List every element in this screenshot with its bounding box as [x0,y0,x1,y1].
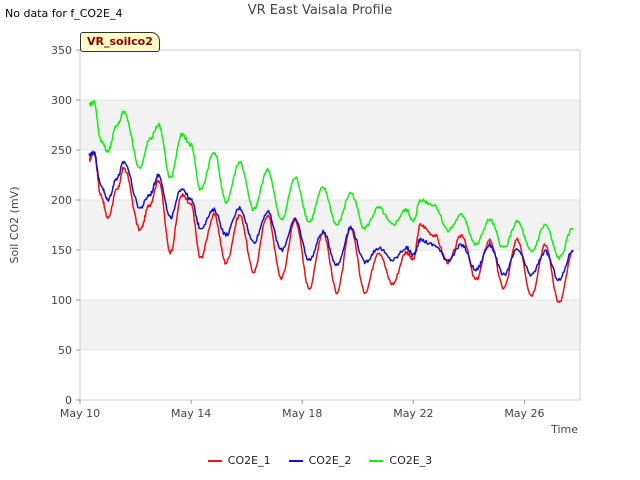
x-tick-label: May 10 [60,407,100,420]
y-tick-label: 250 [51,144,72,157]
x-axis-ticks: May 10 May 14 May 18 May 22 May 26 [60,400,545,420]
series-lines [88,99,574,304]
plot-frame [79,49,581,401]
legend-swatch [207,459,222,462]
chart-title: VR East Vaisala Profile [247,3,393,18]
y-tick-label: 200 [51,194,72,207]
y-tick-label: 150 [51,244,72,257]
y-axis-ticks: 0 50 100 150 200 250 300 350 [51,44,80,407]
y-tick-label: 350 [51,44,72,57]
series-line-co2e-3 [88,99,574,261]
series-line-co2e-2 [88,151,574,282]
legend-label: CO2E_3 [389,454,433,467]
site-badge: VR_soilco2 [80,32,160,52]
x-tick-label: May 22 [393,407,433,420]
series-line-co2e-1 [88,150,574,304]
no-data-note: No data for f_CO2E_4 [5,7,123,20]
legend-swatch [288,459,303,462]
plot-band [80,100,580,150]
legend: CO2E_1 CO2E_2 CO2E_3 [0,454,640,467]
legend-label: CO2E_2 [308,454,352,467]
y-tick-label: 0 [65,394,72,407]
x-axis-label: Time [550,423,578,436]
y-tick-label: 100 [51,294,72,307]
legend-item-co2e-2[interactable]: CO2E_2 [288,454,352,467]
plot-band [80,300,580,350]
y-tick-label: 50 [58,344,72,357]
plot-bands [80,100,580,350]
x-tick-label: May 18 [282,407,322,420]
legend-swatch [369,459,384,462]
y-tick-label: 300 [51,94,72,107]
x-tick-label: May 14 [171,407,211,420]
legend-label: CO2E_1 [227,454,271,467]
y-axis-label: Soil CO2 (mV) [8,187,21,264]
legend-item-co2e-3[interactable]: CO2E_3 [369,454,432,467]
x-tick-label: May 26 [504,407,544,420]
legend-item-co2e-1[interactable]: CO2E_1 [207,454,271,467]
